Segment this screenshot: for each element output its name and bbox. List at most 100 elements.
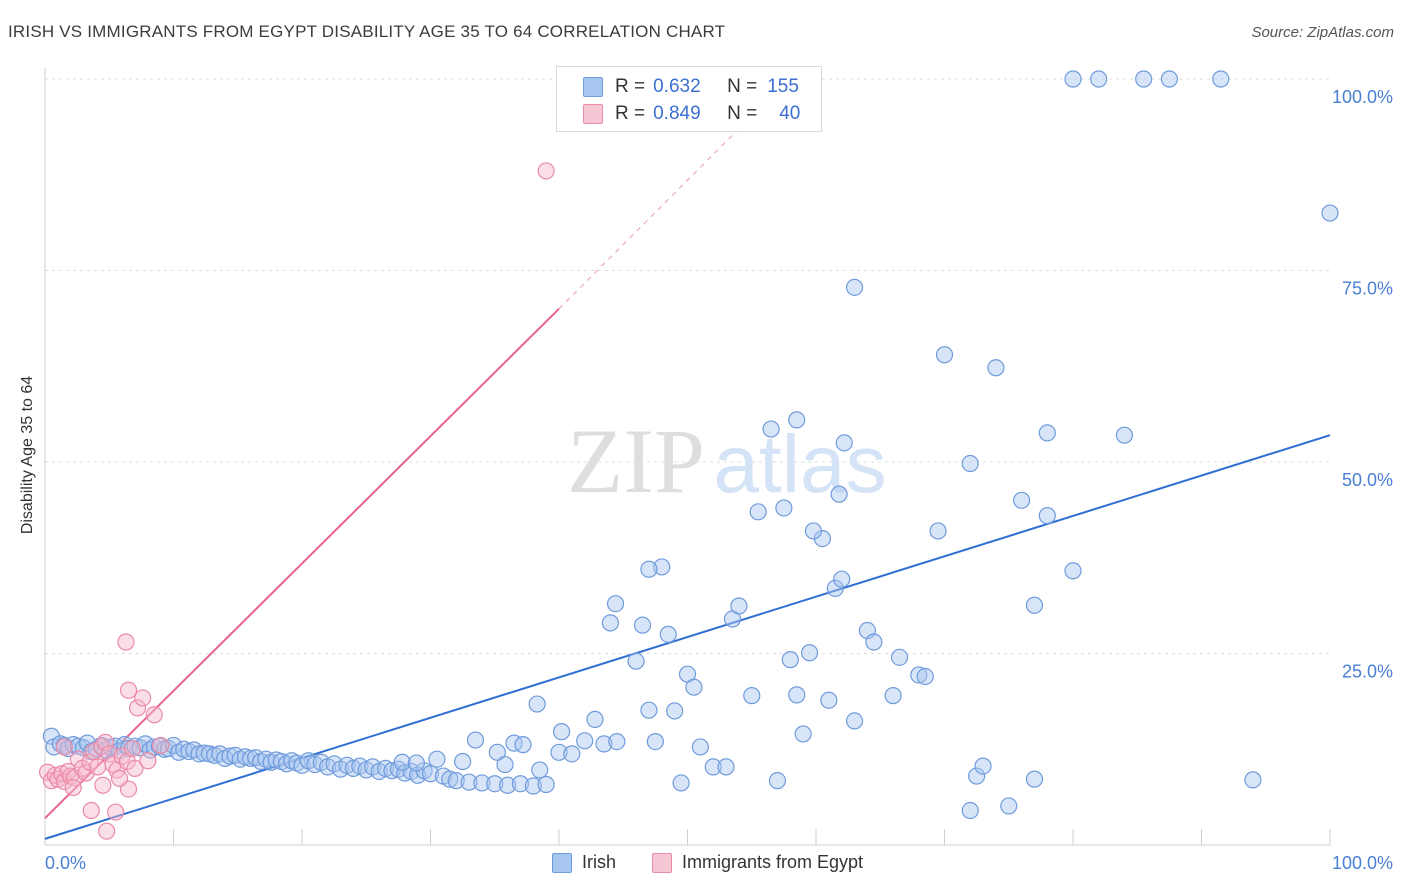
- irish-point: [466, 731, 485, 749]
- irish-point: [447, 772, 465, 790]
- irish-point: [830, 485, 848, 503]
- egypt-swatch: [583, 104, 603, 124]
- axes: [44, 68, 1331, 846]
- irish-point: [514, 736, 532, 754]
- egypt-trend-extension: [558, 128, 740, 310]
- irish-point: [606, 595, 625, 613]
- egypt-point: [107, 803, 125, 821]
- irish-point: [640, 560, 658, 578]
- source-label: Source: ZipAtlas.com: [1251, 24, 1394, 41]
- irish-point: [730, 597, 748, 615]
- legend-irish-swatch: [552, 852, 572, 873]
- irish-n-label: N =: [727, 76, 758, 97]
- irish-point: [473, 774, 491, 792]
- irish-points: [42, 70, 1339, 820]
- irish-point: [1000, 797, 1018, 815]
- irish-point: [428, 750, 446, 768]
- irish-point: [1115, 426, 1134, 444]
- irish-point: [987, 359, 1005, 377]
- irish-point: [781, 651, 799, 669]
- egypt-point: [55, 738, 73, 756]
- egypt-point: [98, 822, 116, 840]
- irish-point: [528, 695, 546, 713]
- egypt-r-label: R =: [615, 103, 646, 124]
- egypt-n-value: 40: [779, 103, 801, 124]
- irish-point: [916, 667, 934, 686]
- irish-point: [653, 558, 671, 576]
- irish-point: [1090, 70, 1108, 88]
- irish-r-value: 0.632: [653, 76, 701, 97]
- irish-point: [884, 687, 902, 705]
- irish-point: [804, 522, 823, 540]
- irish-point: [1064, 70, 1082, 88]
- egypt-n-label: N =: [727, 103, 758, 124]
- egypt-point: [89, 758, 107, 776]
- irish-point: [788, 411, 806, 429]
- irish-point: [1012, 491, 1031, 509]
- irish-point: [601, 614, 620, 632]
- irish-point: [1038, 424, 1056, 442]
- irish-point: [691, 738, 709, 756]
- egypt-point: [64, 778, 82, 797]
- egypt-point: [117, 633, 135, 651]
- irish-point: [929, 522, 947, 540]
- irish-point: [1064, 562, 1082, 580]
- irish-point: [845, 712, 864, 730]
- irish-r-label: R =: [615, 76, 646, 97]
- irish-point: [1038, 507, 1056, 525]
- irish-point: [552, 723, 571, 741]
- irish-point: [550, 743, 568, 761]
- irish-point: [685, 678, 703, 696]
- y-tick-label: 50.0%: [1342, 470, 1393, 490]
- irish-point: [396, 764, 414, 782]
- irish-point: [743, 687, 761, 705]
- irish-point: [826, 579, 844, 597]
- irish-point: [762, 420, 780, 438]
- irish-point: [393, 753, 411, 771]
- chart-title: IRISH VS IMMIGRANTS FROM EGYPT DISABILIT…: [8, 22, 726, 41]
- irish-trend-line: [44, 434, 1331, 840]
- irish-point: [511, 775, 530, 793]
- irish-point: [768, 772, 787, 790]
- irish-point: [576, 732, 594, 750]
- egypt-points: [38, 162, 555, 840]
- irish-point: [974, 757, 992, 775]
- irish-point: [833, 570, 851, 588]
- irish-point: [845, 278, 864, 296]
- irish-point: [460, 773, 478, 791]
- correlation-legend: R = 0.632 N = 155 R = 0.849 N = 40: [556, 66, 822, 132]
- egypt-point: [139, 752, 157, 770]
- legend-irish: Irish: [552, 852, 616, 873]
- irish-point: [835, 434, 853, 452]
- egypt-point: [123, 739, 141, 758]
- irish-point: [704, 758, 722, 776]
- irish-point: [935, 346, 954, 364]
- irish-point: [1244, 771, 1262, 789]
- watermark-zip: ZIP: [567, 410, 705, 512]
- irish-point: [486, 775, 504, 793]
- irish-point: [820, 691, 838, 709]
- irish-point: [499, 776, 517, 794]
- irish-point: [910, 666, 928, 684]
- irish-point: [646, 732, 664, 751]
- irish-point: [640, 701, 658, 719]
- egypt-trend-line: [44, 308, 560, 819]
- egypt-point: [126, 759, 144, 778]
- x-tick-label: 100.0%: [1332, 853, 1393, 873]
- irish-point: [1321, 204, 1339, 222]
- egypt-point: [152, 736, 170, 755]
- watermark-atlas: atlas: [713, 419, 886, 510]
- y-tick-label: 100.0%: [1332, 87, 1393, 107]
- egypt-point: [59, 762, 77, 781]
- gridlines: [45, 78, 1330, 654]
- egypt-point: [119, 681, 138, 699]
- legend-row-irish: R = 0.632 N = 155: [583, 75, 799, 99]
- irish-swatch: [583, 77, 603, 97]
- irish-point: [145, 738, 163, 756]
- egypt-point: [100, 745, 118, 763]
- egypt-r-value: 0.849: [653, 103, 701, 124]
- egypt-point: [537, 162, 555, 180]
- irish-point: [454, 752, 472, 771]
- irish-point: [488, 743, 506, 761]
- irish-point: [659, 625, 677, 643]
